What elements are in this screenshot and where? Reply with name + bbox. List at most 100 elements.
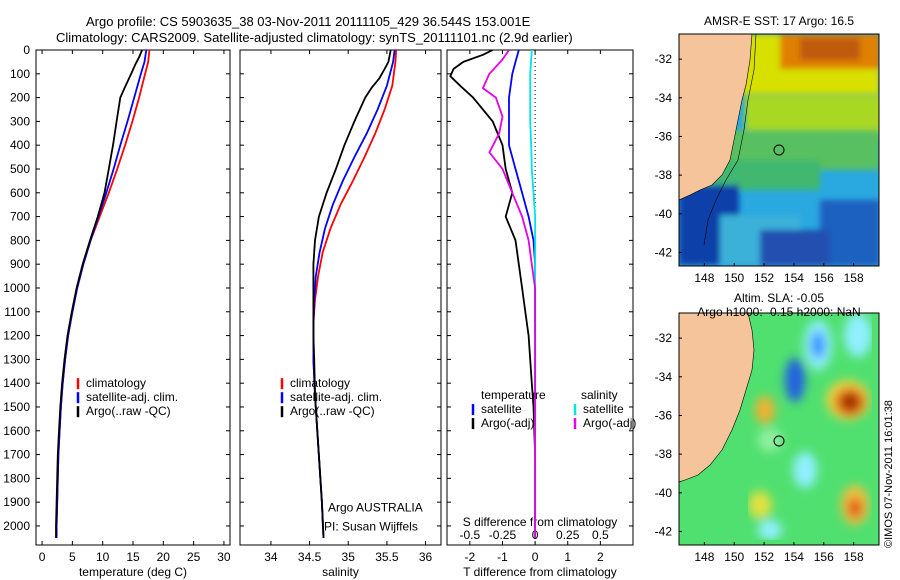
x-axis-label: temperature (deg C) <box>79 565 187 579</box>
series-line-climatology <box>312 50 398 538</box>
legend-label: satellite <box>481 402 522 416</box>
series-line-satellite-adj-clim- <box>55 50 148 538</box>
y-tick-label: 1300 <box>3 352 30 366</box>
y-tick-label: 1400 <box>3 376 30 390</box>
y-tick-label: 900 <box>10 257 30 271</box>
series-line-argo-raw-qc- <box>312 50 392 538</box>
map-x-tick-label: 150 <box>724 550 744 564</box>
x-tick-label: 34.5 <box>298 550 322 564</box>
x-tick-label: -1 <box>497 550 508 564</box>
map-x-tick-label: 148 <box>694 271 714 285</box>
map-y-tick-label: -42 <box>655 524 673 538</box>
argo-position-marker-sla <box>773 435 785 447</box>
annotation-line-1: Argo AUSTRALIA <box>328 501 423 515</box>
y-tick-label: 1900 <box>3 495 30 509</box>
map-x-tick-label: 154 <box>784 271 804 285</box>
y-tick-label: 600 <box>10 186 30 200</box>
x-tick-label: 25 <box>187 550 201 564</box>
map-y-tick-label: -34 <box>655 91 673 105</box>
legend-label: Argo(..raw -QC) <box>290 404 375 418</box>
legend-label: Argo(..raw -QC) <box>86 404 171 418</box>
x-tick-label: 20 <box>157 550 171 564</box>
map-x-tick-label: 154 <box>784 550 804 564</box>
series-group <box>55 50 151 538</box>
y-tick-label: 0 <box>23 43 30 57</box>
sla-map <box>679 313 879 545</box>
map-y-tick-label: -40 <box>655 207 673 221</box>
map-axes: 148 150 152 154 156 158 -32 -34 -36 -38 -40 -42 AMSR… <box>655 14 864 285</box>
argo-position-marker <box>773 144 785 156</box>
y-tick-label: 1800 <box>3 471 30 485</box>
x-tick-label: 0 <box>532 550 539 564</box>
map-y-tick-label: -40 <box>655 486 673 500</box>
series-line-salinity-argo-adj- <box>481 50 536 538</box>
map-x-tick-label: 156 <box>814 550 834 564</box>
map-title: AMSR-E SST: 17 Argo: 16.5 <box>704 14 854 28</box>
series-line-temperature-argo-adj- <box>449 50 536 538</box>
y-tick-label: 100 <box>10 67 30 81</box>
y-tick-label: 300 <box>10 114 30 128</box>
series-line-salinity-satellite <box>529 50 536 538</box>
y-tick-label: 1200 <box>3 329 30 343</box>
y-tick-label: 400 <box>10 138 30 152</box>
map-title: Altim. SLA: -0.05 <box>734 291 824 305</box>
map-y-tick-label: -36 <box>655 408 673 422</box>
map-y-tick-label: -38 <box>655 447 673 461</box>
header-line-2: Climatology: CARS2009. Satellite-adjuste… <box>56 30 573 45</box>
panel-salinity: 34 34.5 35 35.5 36 salinity climatologysatelli… <box>239 49 442 579</box>
map-title: Argo h1000: -0.15 h2000: NaN <box>697 305 860 319</box>
y-tick-label: 1000 <box>3 281 30 295</box>
series-group <box>312 50 398 538</box>
y-tick-label: 500 <box>10 162 30 176</box>
land <box>679 34 753 201</box>
y-tick-label: 1600 <box>3 424 30 438</box>
credit-text: ©IMOS 07-Nov-2011 16:01:38 <box>883 400 895 548</box>
legend-label: climatology <box>86 376 146 390</box>
map-x-tick-label: 152 <box>754 271 774 285</box>
s-tick-label: 0.5 <box>592 528 609 542</box>
legend-label: satellite <box>583 402 624 416</box>
x-tick-label: 36 <box>419 550 433 564</box>
x-tick-label: 1 <box>564 550 571 564</box>
map-x-tick-label: 158 <box>844 271 864 285</box>
series-group <box>449 50 536 538</box>
x-tick-label: 0 <box>39 550 46 564</box>
map-x-tick-label: 158 <box>844 550 864 564</box>
map-x-tick-label: 150 <box>724 271 744 285</box>
s-axis-label: S difference from climatology <box>463 515 618 529</box>
series-line-argo-raw-qc- <box>55 50 143 538</box>
legend-header: salinity <box>581 388 618 402</box>
x-axis-label: salinity <box>322 565 359 579</box>
y-tick-label: 700 <box>10 210 30 224</box>
legend-label: satellite-adj. clim. <box>290 390 382 404</box>
annotation-line-2: PI: Susan Wijffels <box>324 519 418 533</box>
x-tick-label: 2 <box>597 550 604 564</box>
map-y-tick-label: -42 <box>655 245 673 259</box>
legend-label: Argo(-adj) <box>481 416 534 430</box>
series-line-climatology <box>55 50 151 538</box>
map-y-tick-label: -36 <box>655 129 673 143</box>
y-tick-label: 1500 <box>3 400 30 414</box>
x-tick-label: 10 <box>96 550 110 564</box>
map-y-tick-label: -32 <box>655 52 673 66</box>
map-y-tick-label: -34 <box>655 370 673 384</box>
legend-label: climatology <box>290 376 350 390</box>
map-x-tick-label: 152 <box>754 550 774 564</box>
legend-header: temperature <box>481 388 546 402</box>
x-tick-label: -2 <box>465 550 476 564</box>
x-tick-label: 15 <box>126 550 140 564</box>
y-tick-label: 1100 <box>4 305 30 319</box>
map-y-tick-label: -38 <box>655 168 673 182</box>
legend-label: satellite-adj. clim. <box>86 390 178 404</box>
plot-frame <box>446 49 634 546</box>
y-tick-label: 2000 <box>3 519 30 533</box>
map-y-tick-label: -32 <box>655 331 673 345</box>
header-line-1: Argo profile: CS 5903635_38 03-Nov-2011 … <box>86 14 531 29</box>
map-x-tick-label: 148 <box>694 550 714 564</box>
x-tick-label: 5 <box>69 550 76 564</box>
s-tick-label: -0.5 <box>459 528 480 542</box>
y-tick-label: 1700 <box>3 448 30 462</box>
plot-frame <box>239 49 442 546</box>
